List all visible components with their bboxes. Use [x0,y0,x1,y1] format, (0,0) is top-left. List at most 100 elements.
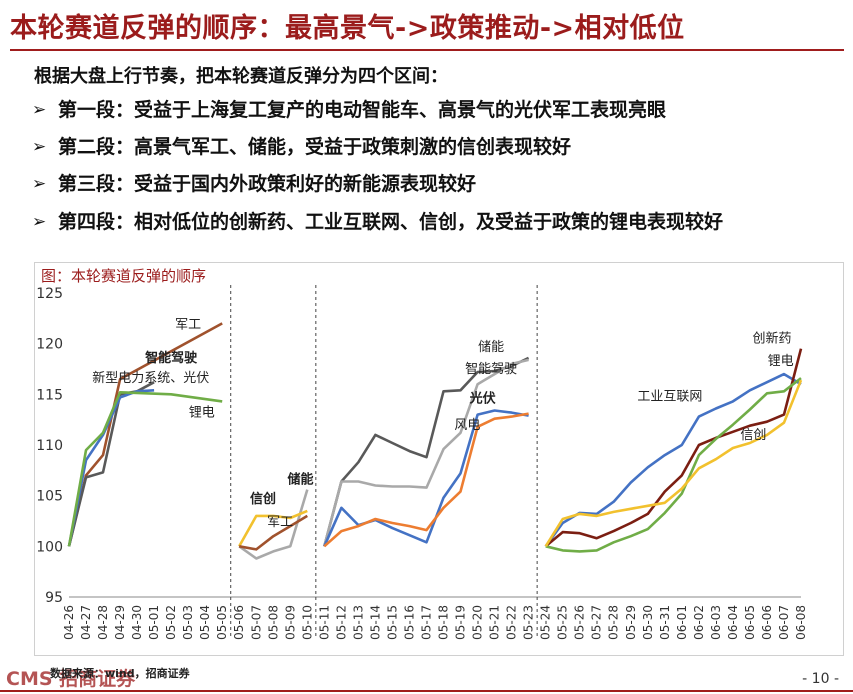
series-line [545,377,802,553]
bullet-item: ➢ 第二段：高景气军工、储能，受益于政策刺激的信创表现较好 [32,129,847,166]
x-tick-label: 04-28 [96,605,110,640]
brand-logo: CMS 招商证券 [6,668,136,690]
x-tick-label: 05-21 [488,605,502,640]
y-tick-label: 95 [45,590,63,606]
x-tick-label: 04-30 [130,605,144,640]
x-tick-label: 05-22 [505,605,519,640]
series-label: 储能 [478,340,504,355]
series-label: 光伏 [469,390,496,406]
x-tick-label: 06-08 [794,605,808,640]
series-label: 信创 [250,491,276,507]
page-number: - 10 - [802,671,839,687]
x-tick-label: 05-23 [522,605,536,640]
x-tick-label: 06-06 [760,605,774,640]
x-tick-label: 05-07 [249,605,263,640]
bullet-text: 第二段：高景气军工、储能，受益于政策刺激的信创表现较好 [58,136,572,158]
x-tick-label: 05-12 [334,605,348,640]
y-tick-label: 115 [36,387,63,403]
x-tick-label: 05-11 [317,605,331,640]
x-tick-label: 06-02 [692,605,706,640]
bullet-arrow-icon: ➢ [32,100,47,120]
bullet-text: 第四段：相对低位的创新药、工业互联网、信创，及受益于政策的锂电表现较好 [58,211,724,233]
x-tick-label: 06-03 [709,605,723,640]
x-tick-label: 05-02 [164,605,178,640]
x-tick-label: 04-29 [113,605,127,640]
series-line [238,509,308,547]
x-tick-label: 05-09 [283,605,297,640]
x-tick-label: 05-18 [437,605,451,640]
bullet-item: ➢ 第三段：受益于国内外政策利好的新能源表现较好 [32,166,847,203]
series-line [238,514,308,551]
series-label: 军工 [267,515,293,530]
x-tick-label: 05-06 [232,605,246,640]
series-line [323,412,529,548]
x-tick-label: 05-20 [471,605,485,640]
x-tick-label: 05-24 [539,605,553,640]
series-label: 创新药 [753,331,792,347]
x-tick-label: 05-29 [624,605,638,640]
x-tick-label: 05-03 [181,605,195,640]
chart-frame: 图：本轮赛道反弹的顺序 95 100 105 110 115 120 125 04-26 04-2… [34,262,844,656]
series-line [238,489,309,560]
bullet-arrow-icon: ➢ [32,212,47,232]
x-tick-label: 05-05 [215,605,229,640]
series-label: 工业互联网 [637,389,702,404]
series-line [544,348,803,548]
series-label: 锂电 [189,406,215,421]
series-label: 智能驾驶 [465,362,517,377]
bullet-text: 第一段：受益于上海复工复产的电动智能车、高景气的光伏军工表现亮眼 [58,99,667,121]
x-tick-label: 06-01 [675,605,689,640]
x-tick-label: 05-28 [607,605,621,640]
series-label: 军工 [175,317,201,332]
series-line [544,372,802,548]
x-tick-label: 05-16 [402,605,416,640]
footer-divider [0,690,853,692]
bullet-arrow-icon: ➢ [32,174,47,194]
series-line [544,379,803,547]
bullet-item: ➢ 第一段：受益于上海复工复产的电动智能车、高景气的光伏军工表现亮眼 [32,92,847,129]
x-tick-label: 04-26 [62,605,76,640]
series-line [323,358,529,547]
y-tick-label: 120 [36,337,63,353]
bullet-list: ➢ 第一段：受益于上海复工复产的电动智能车、高景气的光伏军工表现亮眼 ➢ 第二段… [32,92,847,237]
x-tick-label: 05-26 [573,605,587,640]
chart-title: 图：本轮赛道反弹的顺序 [41,267,206,285]
series-line [323,356,530,547]
bullet-item: ➢ 第四段：相对低位的创新药、工业互联网、信创，及受益于政策的锂电表现较好 [32,203,847,237]
x-tick-label: 06-07 [777,605,791,640]
intro-text: 根据大盘上行节奏，把本轮赛道反弹分为四个区间： [34,66,448,87]
y-tick-label: 105 [36,489,63,505]
y-tick-label: 110 [36,438,63,454]
x-tick-label: 05-27 [590,605,604,640]
x-tick-label: 06-05 [743,605,757,640]
series-label: 风电 [454,418,480,433]
bullet-text: 第三段：受益于国内外政策利好的新能源表现较好 [58,173,477,195]
x-tick-label: 05-30 [641,605,655,640]
title-divider [10,49,844,51]
x-tick-label: 05-25 [556,605,570,640]
series-line [67,391,223,547]
y-tick-label: 125 [36,286,63,302]
bullet-arrow-icon: ➢ [32,137,47,157]
series-line [67,381,155,547]
x-tick-label: 05-13 [351,605,365,640]
y-tick-label: 100 [36,539,63,555]
x-tick-label: 05-01 [147,605,161,640]
series-label: 储能 [287,472,314,488]
x-tick-label: 05-17 [419,605,433,640]
x-tick-label: 05-31 [658,605,672,640]
x-tick-label: 05-04 [198,605,212,640]
series-label: 信创 [740,428,766,443]
x-tick-label: 06-04 [726,605,740,640]
series-line [67,389,155,547]
x-tick-label: 05-10 [300,605,314,640]
source-note: 数据来源：wind，招商证券 [50,667,190,680]
x-tick-label: 05-08 [266,605,280,640]
series-label: 新型电力系统、光伏 [92,370,209,386]
slide-title: 本轮赛道反弹的顺序：最高景气->政策推动->相对低位 [10,13,685,44]
x-tick-label: 05-15 [385,605,399,640]
series-label: 智能驾驶 [145,350,197,366]
series-label: 锂电 [768,354,794,369]
x-tick-label: 04-27 [79,605,93,640]
